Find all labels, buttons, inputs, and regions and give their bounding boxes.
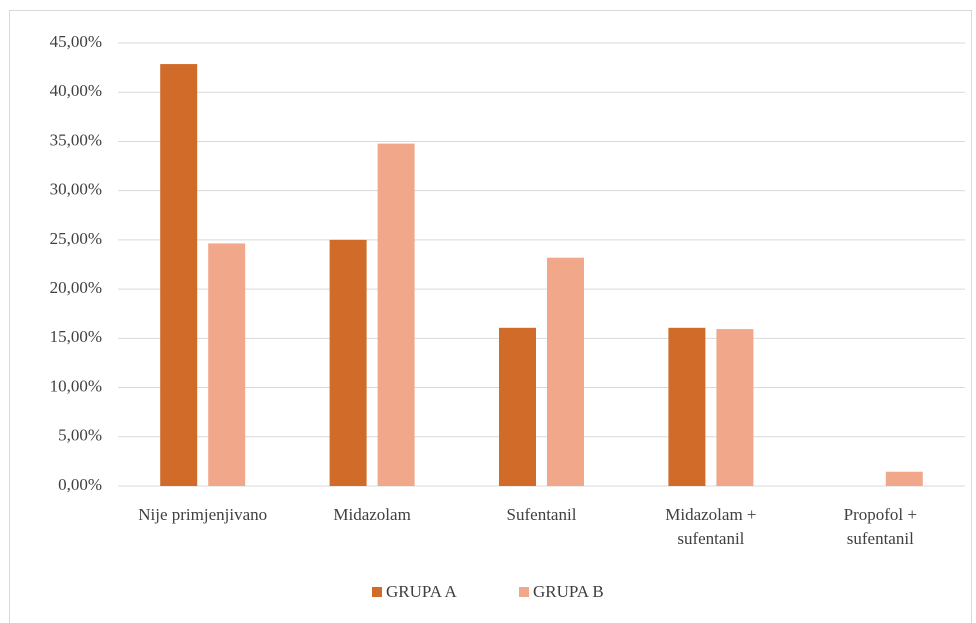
bar: [208, 243, 246, 486]
bar: [885, 471, 923, 486]
bar: [547, 257, 584, 486]
y-tick-label: 10,00%: [50, 376, 102, 395]
y-tick-label: 15,00%: [50, 327, 102, 346]
y-tick-label: 35,00%: [50, 130, 102, 149]
bar: [716, 329, 754, 486]
x-tick-label: Midazolam + sufentanil: [665, 505, 757, 548]
y-tick-label: 30,00%: [50, 180, 102, 199]
y-tick-label: 0,00%: [58, 475, 102, 494]
y-tick-label: 5,00%: [58, 426, 102, 445]
bar: [499, 327, 536, 486]
y-tick-label: 20,00%: [50, 278, 102, 297]
legend-label: GRUPA A: [386, 582, 457, 601]
y-tick-label: 45,00%: [50, 32, 102, 51]
x-tick-label: Midazolam: [333, 505, 411, 524]
bar: [377, 143, 415, 486]
legend-label: GRUPA B: [533, 582, 604, 601]
y-tick-label: 25,00%: [50, 229, 102, 248]
y-tick-label: 40,00%: [50, 81, 102, 100]
bar: [160, 64, 198, 486]
x-tick-label: Sufentanil: [506, 505, 577, 524]
x-tick-label: Nije primjenjivano: [138, 505, 268, 524]
legend-swatch: [372, 587, 382, 597]
legend-swatch: [519, 587, 529, 597]
bar: [668, 327, 706, 486]
x-tick-label: Propofol + sufentanil: [843, 505, 917, 548]
bar: [329, 239, 367, 486]
